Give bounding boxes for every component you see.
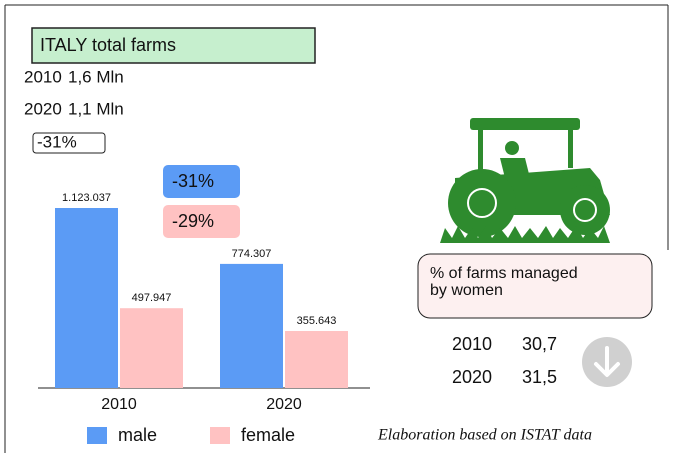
- title: ITALY total farms: [40, 35, 176, 55]
- value-label: 774.307: [232, 248, 272, 260]
- women-box: [417, 253, 653, 319]
- x-tick-label: 2020: [266, 396, 302, 413]
- women-value: 31,5: [522, 367, 557, 387]
- footnote: Elaboration based on ISTAT data: [377, 427, 592, 444]
- change-box: [32, 132, 106, 154]
- down-arrow-icon: [582, 337, 632, 387]
- women-year: 2020: [452, 367, 492, 387]
- total-value: 1,1 Mln: [68, 99, 124, 118]
- legend-label: male: [118, 425, 157, 445]
- legend-swatch: [210, 427, 230, 444]
- tractor-icon: [440, 118, 610, 243]
- legend-swatch: [87, 427, 107, 444]
- total-year: 2010: [24, 67, 62, 86]
- change-badge-text: -31%: [172, 171, 214, 191]
- women-title: % of farms managed: [430, 265, 578, 282]
- value-label: 1.123.037: [62, 192, 111, 204]
- total-change: -31%: [37, 132, 77, 151]
- value-label: 497.947: [132, 292, 172, 304]
- x-tick-label: 2010: [101, 396, 137, 413]
- change-badge: [163, 205, 240, 238]
- women-year: 2010: [452, 334, 492, 354]
- bar: [285, 330, 348, 388]
- change-badge: [163, 165, 240, 198]
- women-value: 30,7: [522, 334, 557, 354]
- women-title: by women: [430, 282, 503, 299]
- change-badge-text: -29%: [172, 211, 214, 231]
- bar: [55, 208, 118, 388]
- value-label: 355.643: [297, 315, 337, 327]
- total-value: 1,6 Mln: [68, 67, 124, 86]
- title-box: [31, 27, 316, 64]
- total-year: 2020: [24, 99, 62, 118]
- bar: [120, 308, 183, 388]
- legend-label: female: [241, 425, 295, 445]
- bar: [220, 263, 283, 388]
